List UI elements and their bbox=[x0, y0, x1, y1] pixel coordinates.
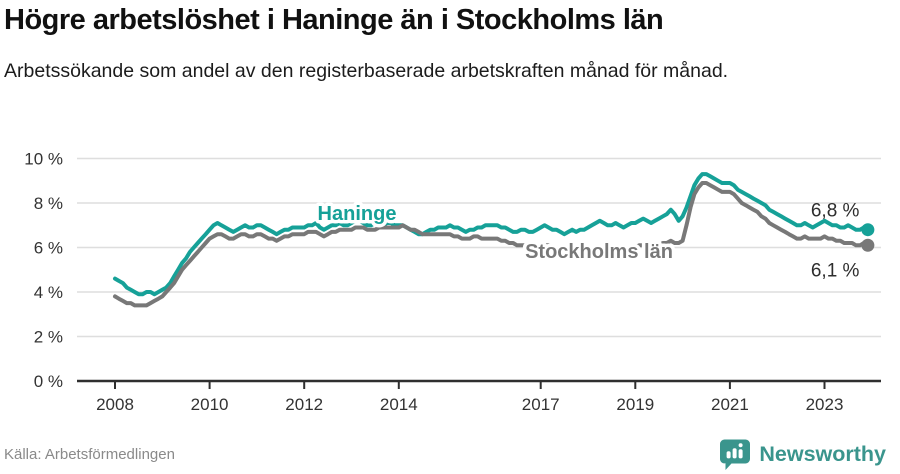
y-axis-label-4: 4 % bbox=[34, 283, 63, 302]
bar-tall bbox=[738, 449, 743, 459]
x-axis-label-2010: 2010 bbox=[191, 395, 229, 414]
x-axis-label-2012: 2012 bbox=[285, 395, 323, 414]
x-axis-label-2023: 2023 bbox=[806, 395, 844, 414]
y-axis-label-0: 0 % bbox=[34, 372, 63, 391]
series-label-stockholm: Stockholms län bbox=[525, 241, 673, 263]
x-axis-label-2019: 2019 bbox=[616, 395, 654, 414]
x-axis-label-2014: 2014 bbox=[380, 395, 418, 414]
y-axis-label-6: 6 % bbox=[34, 239, 63, 258]
series-line-stockholm bbox=[113, 181, 870, 308]
page-title: Högre arbetslöshet i Haninge än i Stockh… bbox=[4, 4, 664, 36]
x-axis-label-2008: 2008 bbox=[96, 395, 134, 414]
brand-wordmark: Newsworthy bbox=[759, 442, 886, 466]
y-axis-label-10: 10 % bbox=[24, 150, 63, 169]
end-value-stockholm: 6,1 % bbox=[811, 260, 860, 281]
chart-subtitle: Arbetssökande som andel av den registerb… bbox=[4, 60, 729, 82]
exclamation-dot bbox=[738, 443, 743, 448]
series-line-haninge bbox=[113, 172, 870, 297]
end-point-stockholm bbox=[861, 238, 875, 252]
unemployment-line-chart: 0 % 2 % 4 % 6 % 8 % 10 % 2008 2010 2012 2014 2017 2… bbox=[24, 150, 881, 414]
y-axis-label-2: 2 % bbox=[34, 328, 63, 347]
y-axis-label-8: 8 % bbox=[34, 194, 63, 213]
source-note: Källa: Arbetsförmedlingen bbox=[4, 446, 175, 463]
bar-short bbox=[726, 451, 731, 459]
x-axis-label-2021: 2021 bbox=[711, 395, 749, 414]
newsworthy-brand: Newsworthy bbox=[719, 438, 886, 471]
x-axis-label-2017: 2017 bbox=[522, 395, 560, 414]
end-point-haninge bbox=[861, 223, 875, 237]
series-label-haninge: Haninge bbox=[318, 203, 397, 225]
bar-chart-speech-bubble-icon bbox=[720, 439, 751, 470]
end-value-haninge: 6,8 % bbox=[811, 201, 860, 222]
bar-medium bbox=[732, 448, 737, 459]
